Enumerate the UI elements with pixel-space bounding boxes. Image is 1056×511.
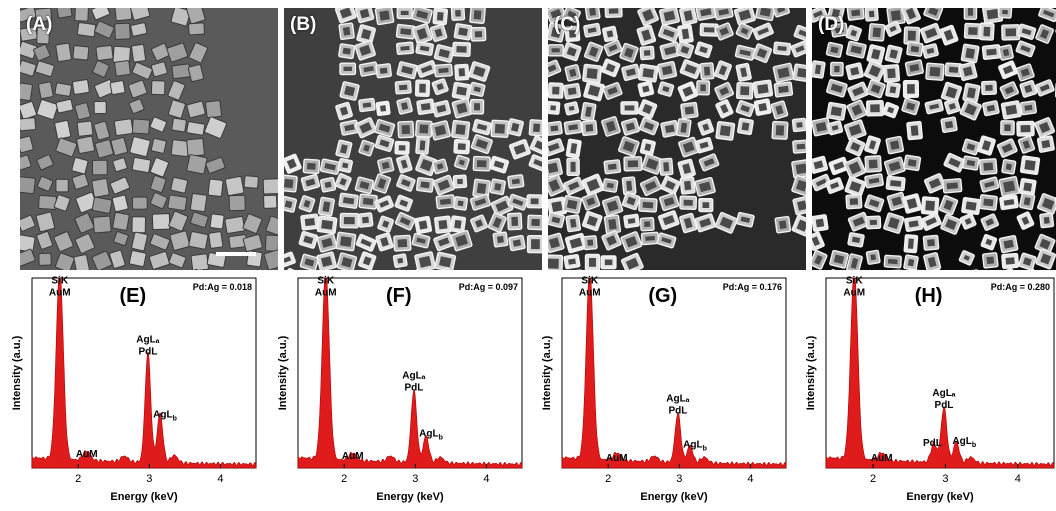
pd-ag-ratio: Pd:Ag = 0.097 — [459, 282, 518, 292]
x-tick-label: 3 — [676, 473, 682, 485]
peak-label: SiK — [846, 276, 863, 287]
peak-label: SiK — [317, 276, 334, 287]
peak-label: AuM — [315, 288, 337, 299]
panel-letter: (H) — [915, 285, 943, 307]
panel-letter: (E) — [119, 285, 146, 307]
y-axis-label: Intensity (a.u.) — [11, 335, 23, 410]
peak-label: SiK — [581, 276, 598, 287]
peak-label: PdL — [404, 383, 423, 394]
peak-label: PdL — [138, 347, 157, 358]
sem-image-b — [284, 8, 542, 270]
x-tick-label: 2 — [605, 473, 611, 485]
nanocube-cluster — [20, 8, 278, 270]
x-axis-label: Energy (keV) — [376, 491, 444, 503]
panel-label-c: (C) — [554, 14, 581, 35]
edx-spectrum-g: 2 3 4 Energy (keV) Intensity (a.u.) (G) Pd:Ag … — [532, 272, 794, 508]
peak-label: PdL — [668, 406, 687, 417]
peak-label: SiK — [51, 276, 68, 287]
x-tick-label: 4 — [1015, 473, 1021, 485]
sem-image-panel-d: (D) — [812, 8, 1056, 270]
y-axis-label: Intensity (a.u.) — [277, 335, 289, 410]
sem-image-c — [548, 8, 806, 270]
edx-spectrum-e: 2 3 4 Energy (keV) Intensity (a.u.) (E) Pd:Ag … — [2, 272, 264, 508]
x-tick-label: 2 — [341, 473, 347, 485]
peak-label: AuM — [606, 453, 628, 464]
peak-label: AgLb — [153, 409, 177, 422]
x-tick-label: 4 — [217, 473, 223, 485]
spectrum-area — [561, 277, 787, 469]
edx-chart-g: 2 3 4 Energy (keV) Intensity (a.u.) (G) Pd:Ag … — [541, 276, 787, 503]
pd-ag-ratio: Pd:Ag = 0.018 — [193, 282, 252, 292]
peak-label: AgLb — [952, 436, 976, 449]
x-axis-label: Energy (keV) — [110, 491, 178, 503]
panel-letter: (F) — [386, 285, 412, 307]
peak-label: AuM — [871, 453, 893, 464]
peak-label: PdL — [935, 400, 954, 411]
y-axis-label: Intensity (a.u.) — [805, 335, 817, 410]
spectrum-area — [31, 277, 257, 469]
peak-label: AuM — [49, 288, 71, 299]
x-axis-label: Energy (keV) — [640, 491, 708, 503]
peak-label: AgLb — [683, 440, 707, 453]
x-tick-label: 4 — [483, 473, 489, 485]
edx-spectrum-f: 2 3 4 Energy (keV) Intensity (a.u.) (F) Pd:Ag … — [268, 272, 530, 508]
x-tick-label: 3 — [942, 473, 948, 485]
panel-label-a: (A) — [26, 14, 53, 35]
scale-bar — [216, 252, 256, 256]
x-tick-label: 2 — [870, 473, 876, 485]
edx-spectrum-h: 2 3 4 Energy (keV) Intensity (a.u.) (H) Pd:Ag … — [796, 272, 1056, 508]
x-tick-label: 3 — [146, 473, 152, 485]
pd-ag-ratio: Pd:Ag = 0.280 — [991, 282, 1050, 292]
peak-label: AgLₐ — [666, 394, 689, 405]
peak-label: PdL — [923, 438, 942, 449]
sem-image-d — [812, 8, 1056, 270]
peak-label: AuM — [76, 449, 98, 460]
peak-label: AgLₐ — [932, 388, 955, 399]
sem-image-a — [20, 8, 278, 270]
sem-image-panel-b: (B) — [284, 8, 542, 270]
x-tick-label: 4 — [747, 473, 753, 485]
peak-label: AuM — [342, 451, 364, 462]
nanocube-cluster — [812, 8, 1056, 270]
pd-ag-ratio: Pd:Ag = 0.176 — [723, 282, 782, 292]
x-tick-label: 3 — [412, 473, 418, 485]
x-tick-label: 2 — [75, 473, 81, 485]
x-axis-label: Energy (keV) — [906, 491, 974, 503]
nanocube-cluster — [548, 8, 806, 270]
peak-label: AuM — [843, 288, 865, 299]
y-axis-label: Intensity (a.u.) — [541, 335, 553, 410]
spectrum-area — [297, 277, 523, 469]
panel-letter: (G) — [648, 285, 677, 307]
sem-image-panel-a: (A) — [20, 8, 278, 270]
edx-chart-e: 2 3 4 Energy (keV) Intensity (a.u.) (E) Pd:Ag … — [11, 276, 257, 503]
edx-chart-h: 2 3 4 Energy (keV) Intensity (a.u.) (H) Pd:Ag … — [805, 276, 1055, 503]
peak-label: AgLₐ — [402, 371, 425, 382]
nanocube-cluster — [284, 8, 542, 270]
sem-image-panel-c: (C) — [548, 8, 806, 270]
panel-label-d: (D) — [818, 14, 845, 35]
edx-chart-f: 2 3 4 Energy (keV) Intensity (a.u.) (F) Pd:Ag … — [277, 276, 523, 503]
peak-label: AuM — [579, 288, 601, 299]
peak-label: AgLb — [419, 428, 443, 441]
peak-label: AgLₐ — [136, 335, 159, 346]
panel-label-b: (B) — [290, 14, 317, 35]
spectrum-area — [825, 277, 1055, 469]
